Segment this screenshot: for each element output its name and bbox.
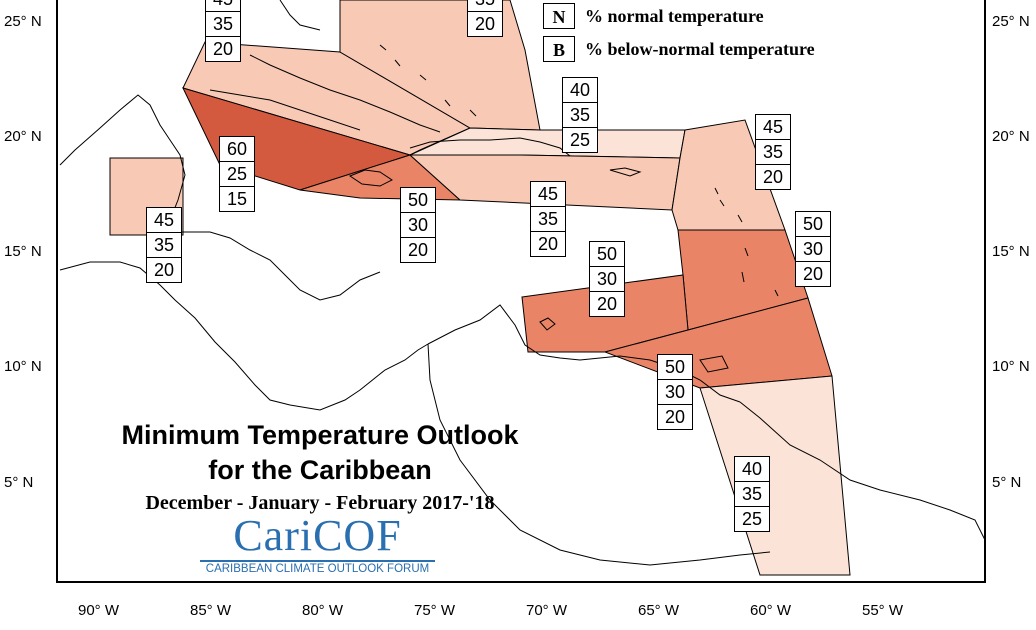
prob-value: 35 [206, 11, 240, 36]
lat-label-15-left: 15° N [4, 243, 42, 260]
prob-value: 45 [762, 117, 784, 137]
lon-label-55: 55° W [862, 602, 904, 619]
prob-value: 20 [468, 11, 502, 36]
prob-value: 20 [206, 36, 240, 61]
prob-value: 60 [226, 139, 248, 159]
lat-label-15-right: 15° N [992, 243, 1030, 260]
prob-value: 20 [658, 404, 692, 429]
lon-label-80: 80° W [302, 602, 344, 619]
prob-box-abc: 50 30 20 [589, 241, 625, 317]
prob-value: 15 [220, 186, 254, 211]
lat-label-5-right: 5° N [992, 474, 1022, 491]
map-title-line1: Minimum Temperature Outlook [121, 420, 519, 450]
lat-label-25-left: 25° N [4, 13, 42, 30]
legend-key-below: B [543, 36, 575, 62]
legend-text-normal: % normal temperature [585, 6, 764, 26]
prob-value: 50 [596, 244, 618, 264]
prob-value: 20 [531, 231, 565, 256]
logo-tagline: CARIBBEAN CLIMATE OUTLOOK FORUM [200, 560, 435, 575]
prob-value: 40 [741, 459, 763, 479]
prob-value: 50 [407, 190, 429, 210]
prob-value: 35 [735, 481, 769, 506]
prob-value: 30 [401, 212, 435, 237]
map-frame [56, 0, 986, 583]
lon-label-90: 90° W [78, 602, 120, 619]
prob-box-trinidad: 50 30 20 [657, 354, 693, 430]
prob-value: 20 [796, 261, 830, 286]
lon-label-75: 75° W [414, 602, 456, 619]
prob-value: 20 [147, 257, 181, 282]
prob-box-guianas: 40 35 25 [734, 456, 770, 532]
prob-box-belize: 45 35 20 [146, 207, 182, 283]
lat-label-10-right: 10° N [992, 358, 1030, 375]
lat-label-20-left: 20° N [4, 128, 42, 145]
lon-label-85: 85° W [190, 602, 232, 619]
lon-label-60: 60° W [750, 602, 792, 619]
prob-value: 35 [563, 102, 597, 127]
prob-value: 25 [220, 161, 254, 186]
prob-value: 35 [147, 232, 181, 257]
lon-label-65: 65° W [638, 602, 680, 619]
prob-value: 35 [756, 139, 790, 164]
prob-box-leeward: 45 35 20 [755, 114, 791, 190]
caricof-logo: CariCOF CARIBBEAN CLIMATE OUTLOOK FORUM [200, 512, 435, 575]
prob-box-cayman: 60 25 15 [219, 136, 255, 212]
prob-value: 25 [735, 506, 769, 531]
prob-box-turks-caicos: 40 35 25 [562, 77, 598, 153]
prob-value: 45 [537, 184, 559, 204]
legend-text-below: % below-normal temperature [585, 39, 815, 59]
prob-value: 30 [590, 266, 624, 291]
prob-box-bahamas-north: 45 35 20 [205, 0, 241, 62]
lat-label-10-left: 10° N [4, 358, 42, 375]
prob-box-hispaniola: 45 35 20 [530, 181, 566, 257]
prob-value: 40 [569, 80, 591, 100]
prob-value: 25 [563, 127, 597, 152]
small-islands [379, 44, 779, 297]
prob-box-windward: 50 30 20 [795, 211, 831, 287]
logo-name: CariCOF [233, 511, 402, 560]
map-period: December - January - February 2017-'18 [145, 492, 495, 514]
lat-label-25-right: 25° N [992, 13, 1030, 30]
lon-label-70: 70° W [526, 602, 568, 619]
prob-value: 20 [756, 164, 790, 189]
prob-value: 35 [531, 206, 565, 231]
lat-label-20-right: 20° N [992, 128, 1030, 145]
prob-value: 50 [664, 357, 686, 377]
prob-value: 50 [802, 214, 824, 234]
prob-box-jamaica: 50 30 20 [400, 187, 436, 263]
prob-value: 35 [468, 0, 502, 11]
prob-box-bahamas-east: 35 20 [467, 0, 503, 37]
prob-value: 45 [206, 0, 240, 11]
map-title-line2: for the Caribbean [208, 455, 432, 485]
coastlines [59, 0, 986, 566]
lat-label-5-left: 5° N [4, 474, 34, 491]
prob-value: 20 [590, 291, 624, 316]
prob-value: 30 [796, 236, 830, 261]
legend-key-normal: N [543, 3, 575, 29]
prob-value: 20 [401, 237, 435, 262]
prob-value: 30 [658, 379, 692, 404]
prob-value: 45 [153, 210, 175, 230]
